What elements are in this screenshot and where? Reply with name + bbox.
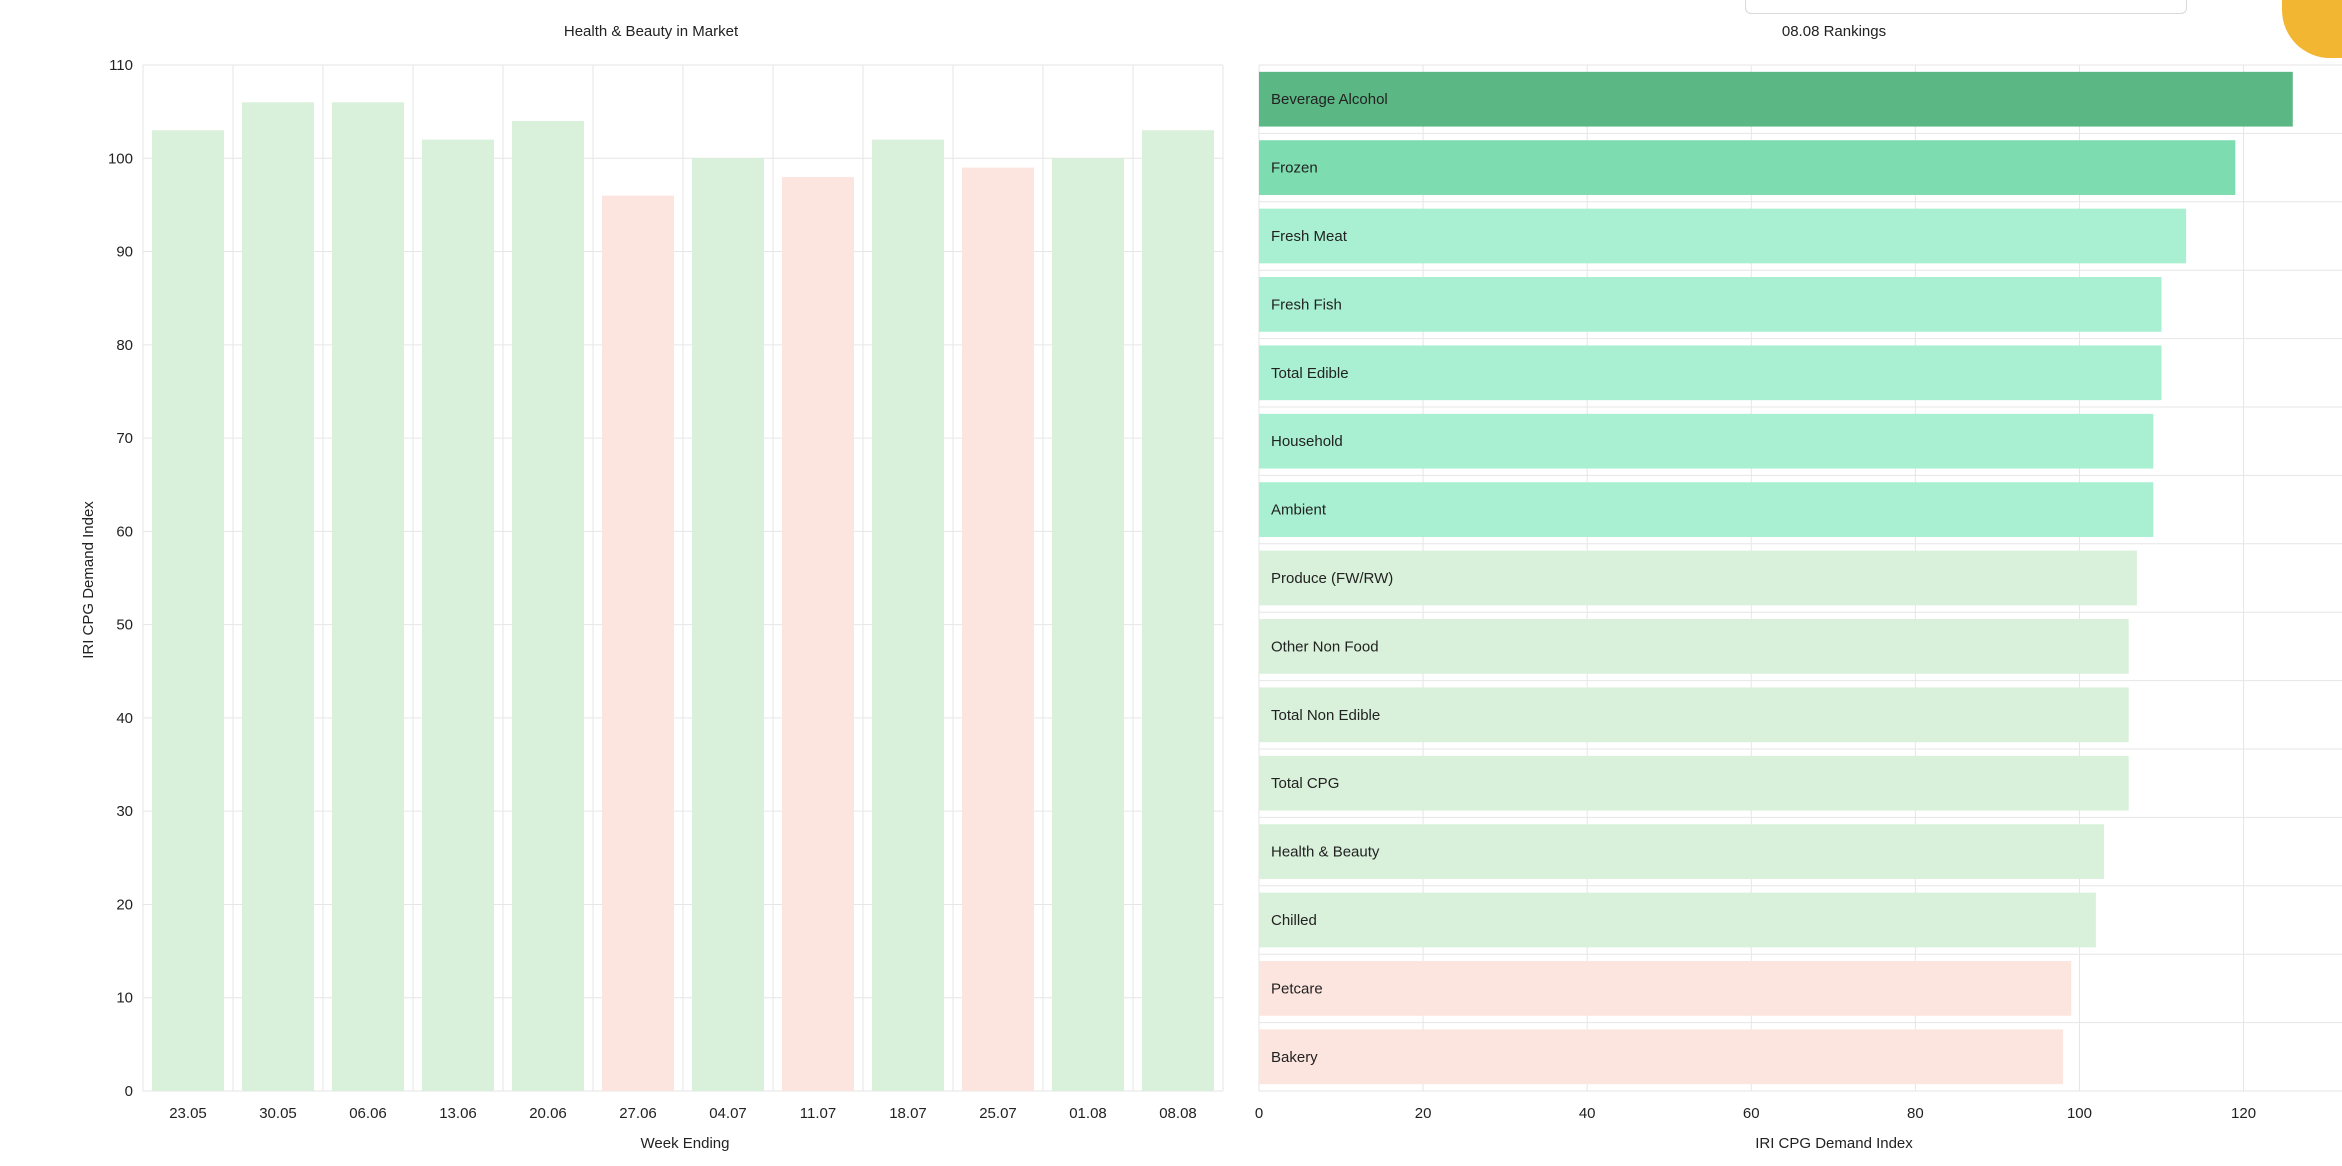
rankings-chart-bar[interactable] [1259,482,2154,537]
weekly-chart-grid [142,64,1224,1092]
rankings-chart-category-label: Total CPG [1271,775,1339,792]
rankings-chart-bar[interactable] [1259,277,2162,332]
weekly-chart-y-tick-label: 20 [116,896,133,913]
weekly-chart-y-tick-label: 10 [116,990,133,1007]
rankings-chart-category-label: Frozen [1271,160,1318,177]
weekly-chart-bars [152,102,1214,1092]
rankings-chart-x-tick-label: 0 [1255,1105,1263,1122]
rankings-chart-bar[interactable] [1259,755,2129,811]
rankings-chart-bar[interactable] [1259,619,2129,674]
weekly-chart-x-tick-label: 13.06 [439,1105,477,1122]
rankings-chart-category-label: Ambient [1271,502,1327,519]
weekly-chart-bar[interactable] [962,167,1034,1092]
rankings-chart-category-label: Total Edible [1271,365,1349,382]
rankings-chart-category-label: Total Non Edible [1271,707,1380,724]
weekly-chart-x-tick-label: 30.05 [259,1105,297,1122]
weekly-chart-x-tick-label: 20.06 [529,1105,567,1122]
weekly-chart-x-tick-label: 01.08 [1069,1105,1107,1122]
weekly-chart-y-tick-label: 110 [109,57,133,74]
weekly-chart-y-label: IRI CPG Demand Index [80,501,97,659]
weekly-chart-y-tick-label: 100 [108,150,133,167]
rankings-chart-title: 08.08 Rankings [1782,23,1886,40]
rankings-chart-bar[interactable] [1259,1029,2064,1085]
rankings-chart-x-tick-label: 120 [2231,1105,2256,1122]
weekly-chart-y-tick-label: 40 [116,710,133,727]
weekly-chart-bar[interactable] [1052,158,1124,1092]
weekly-chart-bar[interactable] [782,176,854,1092]
rankings-chart-x-tick-label: 20 [1415,1105,1432,1122]
rankings-chart-x-tick-label: 40 [1579,1105,1596,1122]
rankings-chart-category-label: Beverage Alcohol [1271,91,1388,108]
weekly-chart-x-tick-label: 06.06 [349,1105,387,1122]
weekly-chart-x-tick-label: 18.07 [889,1105,927,1122]
weekly-chart-y-tick-label: 70 [116,430,133,447]
rankings-chart-bar[interactable] [1259,71,2293,127]
rankings-chart-category-label: Fresh Fish [1271,296,1342,313]
weekly-chart: Health & Beauty in Market 0 10 20 30 40 50 60 7… [80,23,1224,1152]
weekly-chart-bar[interactable] [512,120,584,1092]
weekly-chart-x-label: Week Ending [641,1135,730,1152]
weekly-chart-y-tick-label: 60 [116,523,133,540]
rankings-chart-category-label: Health & Beauty [1271,844,1380,861]
rankings-chart-category-label: Bakery [1271,1049,1318,1066]
rankings-chart: 08.08 Rankings Beverage Alcohol Frozen Fre… [1255,23,2342,1152]
rankings-chart-category-label: Fresh Meat [1271,228,1348,245]
weekly-chart-x-tick-label: 25.07 [979,1105,1017,1122]
weekly-chart-bar[interactable] [1142,130,1214,1092]
weekly-chart-x-ticks: 23.05 30.05 06.06 13.06 20.06 27.06 04.07 11.07… [169,1105,1197,1122]
rankings-chart-bar[interactable] [1259,345,2162,401]
rankings-chart-x-tick-label: 60 [1743,1105,1760,1122]
weekly-chart-x-tick-label: 23.05 [169,1105,207,1122]
weekly-chart-bar[interactable] [332,102,404,1092]
rankings-chart-bar[interactable] [1259,550,2137,606]
rankings-chart-x-ticks: 0 20 40 60 80 100 120 [1255,1105,2256,1122]
weekly-chart-x-tick-label: 11.07 [800,1105,836,1122]
rankings-chart-category-label: Petcare [1271,980,1323,997]
weekly-chart-y-tick-label: 90 [116,244,133,261]
weekly-chart-x-tick-label: 04.07 [709,1105,747,1122]
weekly-chart-y-tick-label: 50 [116,617,133,634]
weekly-chart-y-ticks: 0 10 20 30 40 50 60 70 80 90 100 110 [108,57,133,1100]
weekly-chart-title: Health & Beauty in Market [564,23,739,40]
weekly-chart-bar[interactable] [152,130,224,1092]
weekly-chart-y-tick-label: 30 [116,803,133,820]
weekly-chart-x-tick-label: 27.06 [619,1105,657,1122]
rankings-chart-x-tick-label: 100 [2067,1105,2092,1122]
rankings-chart-bar[interactable] [1259,413,2154,469]
rankings-chart-category-label: Chilled [1271,912,1317,929]
rankings-chart-x-tick-label: 80 [1907,1105,1924,1122]
rankings-chart-x-label: IRI CPG Demand Index [1755,1135,1913,1152]
weekly-chart-bar[interactable] [242,102,314,1092]
rankings-chart-bar[interactable] [1259,687,2129,743]
weekly-chart-bar[interactable] [872,139,944,1092]
weekly-chart-y-tick-label: 80 [116,337,133,354]
rankings-chart-bar[interactable] [1259,824,2105,879]
weekly-chart-bar[interactable] [602,195,674,1092]
search-box[interactable] [1745,0,2187,14]
rankings-chart-bar[interactable] [1259,892,2096,948]
rankings-chart-bar[interactable] [1259,208,2187,264]
weekly-chart-x-tick-label: 08.08 [1159,1105,1197,1122]
rankings-chart-category-label: Other Non Food [1271,638,1379,655]
weekly-chart-bar[interactable] [422,139,494,1092]
rankings-chart-bar[interactable] [1259,961,2072,1016]
rankings-chart-bars: Beverage Alcohol Frozen Fresh Meat Fresh Fi… [1259,71,2293,1085]
rankings-chart-bar[interactable] [1259,140,2236,195]
weekly-chart-y-tick-label: 0 [125,1083,133,1100]
rankings-chart-category-label: Produce (FW/RW) [1271,570,1393,587]
weekly-chart-bar[interactable] [692,158,764,1092]
rankings-chart-category-label: Household [1271,433,1343,450]
